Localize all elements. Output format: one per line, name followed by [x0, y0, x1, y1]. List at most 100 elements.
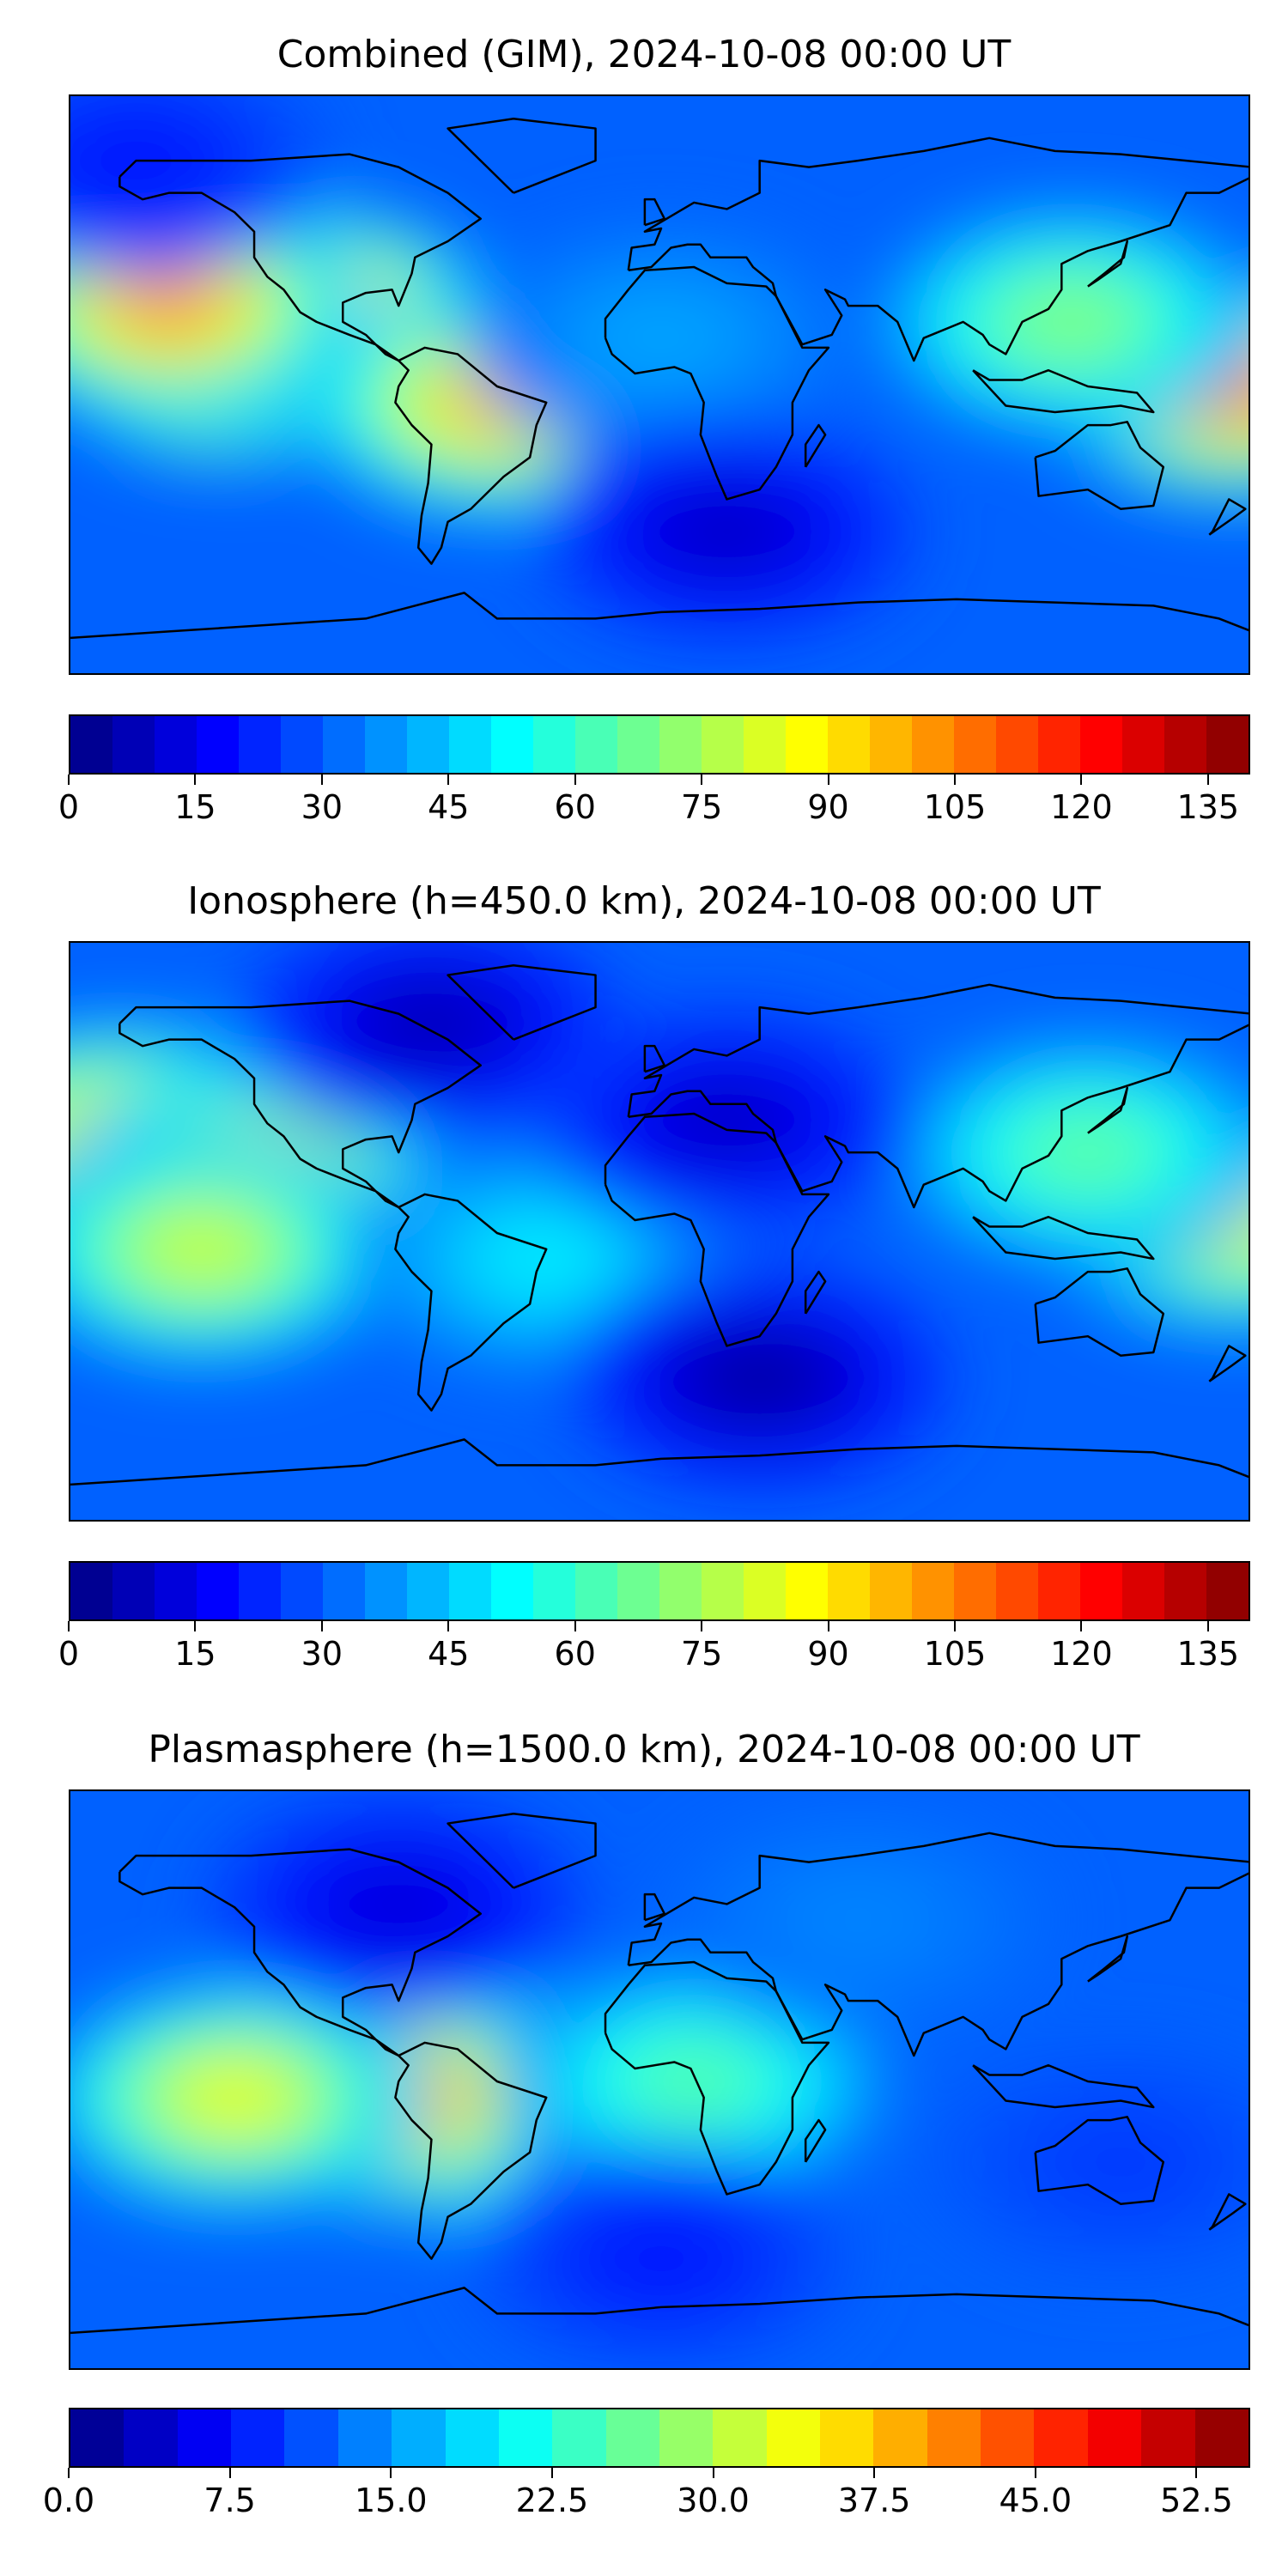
colorbar-segment [954, 1563, 996, 1619]
panel-3-map [69, 1789, 1250, 2370]
colorbar-tick [194, 775, 197, 785]
coastline [394, 346, 548, 565]
colorbar-segment [365, 1563, 407, 1619]
colorbar-tick [68, 1621, 70, 1631]
colorbar-tick-label: 7.5 [204, 2482, 256, 2519]
colorbar-segment [1080, 716, 1122, 773]
colorbar-segment [1206, 716, 1249, 773]
field-feature [796, 1882, 920, 1958]
colorbar-segment [197, 1563, 239, 1619]
colorbar-tick [447, 775, 450, 785]
coastline [604, 1960, 830, 2196]
colorbar-tick [1080, 1621, 1083, 1631]
coastline [447, 964, 597, 1041]
colorbar-segment [365, 716, 407, 773]
colorbar-tick-label: 90 [807, 788, 849, 826]
colorbar-tick [827, 1621, 829, 1631]
field-feature [599, 2221, 723, 2296]
colorbar-segment [1164, 716, 1206, 773]
coastline [447, 1813, 597, 1889]
colorbar-segment [605, 2409, 659, 2466]
colorbar-tick [194, 1621, 197, 1631]
colorbar-segment [552, 2409, 606, 2466]
colorbar-tick-label: 37.5 [837, 2482, 911, 2519]
colorbar-tick [574, 1621, 576, 1631]
field-feature [140, 1212, 264, 1287]
field-feature [665, 494, 789, 569]
field-feature [1059, 2124, 1182, 2200]
colorbar-tick-label: 52.5 [1160, 2482, 1233, 2519]
colorbar-segment [239, 716, 281, 773]
colorbar-tick [228, 2468, 231, 2478]
colorbar-tick [68, 2468, 70, 2478]
panel-2-field [70, 943, 1249, 1520]
field-features [70, 943, 1249, 1494]
field-feature [337, 1867, 460, 1941]
colorbar-tick [574, 775, 576, 785]
panel-3-colorbar [69, 2408, 1250, 2468]
field-feature [632, 2044, 756, 2119]
colorbar-segment [766, 2409, 821, 2466]
colorbar-segment [786, 716, 828, 773]
coastline [394, 1193, 548, 1412]
colorbar-segment [870, 716, 912, 773]
field-features [70, 1791, 1249, 2368]
colorbar-segment [828, 716, 870, 773]
colorbar-tick-label: 45.0 [999, 2482, 1072, 2519]
colorbar-segment [197, 716, 239, 773]
colorbar-tick [1206, 775, 1209, 785]
colorbar-segment [575, 1563, 617, 1619]
field-feature [599, 301, 723, 375]
colorbar-segment [449, 1563, 491, 1619]
colorbar-segment [533, 1563, 575, 1619]
colorbar-tick [390, 2468, 392, 2478]
panel-2-map [69, 941, 1250, 1522]
colorbar-tick [447, 1621, 450, 1631]
panel-1-colorbar [69, 714, 1250, 775]
coastline [804, 2118, 827, 2163]
colorbar-segment [912, 1563, 954, 1619]
field-feature [173, 2060, 296, 2136]
coastline [643, 1044, 666, 1073]
colorbar-segment [177, 2409, 232, 2466]
field-feature [369, 986, 494, 1061]
colorbar-segment [713, 2409, 767, 2466]
colorbar-tick-label: 60 [554, 1635, 596, 1673]
field-feature [1026, 1115, 1150, 1190]
coastline [804, 1270, 827, 1315]
field-feature [107, 268, 231, 343]
field-features [70, 96, 1249, 647]
colorbar-tick-label: 90 [807, 1635, 849, 1673]
coastline [1087, 1086, 1129, 1134]
colorbar-segment [407, 1563, 449, 1619]
coastline [70, 592, 1249, 640]
coastline [643, 197, 666, 227]
colorbar-segment [337, 2409, 392, 2466]
colorbar-tick [320, 1621, 323, 1631]
colorbar-tick [68, 775, 70, 785]
colorbar-tick [954, 775, 956, 785]
colorbar-segment [820, 2409, 874, 2466]
colorbar-segment [617, 716, 659, 773]
coastline [972, 1215, 1155, 1261]
coastline [1034, 2116, 1165, 2205]
coastline [394, 2041, 548, 2260]
colorbar-segment [927, 2409, 981, 2466]
coastline [118, 999, 483, 1209]
coastline [1034, 421, 1165, 510]
panel-3-colorbar-ticks: 0.0 7.5 15.0 22.5 30.0 37.5 45.0 52.5 [43, 2468, 1250, 2519]
colorbar-segment [996, 716, 1038, 773]
colorbar-segment [1080, 1563, 1122, 1619]
colorbar-segment [575, 716, 617, 773]
colorbar-segment [617, 1563, 659, 1619]
colorbar-segment [1038, 716, 1080, 773]
colorbar-tick-label: 135 [1176, 1635, 1240, 1673]
panel-1-map [69, 94, 1250, 675]
colorbar-tick-label: 120 [1050, 788, 1113, 826]
field-feature [698, 1340, 822, 1416]
colorbar-tick [320, 775, 323, 785]
colorbar-tick-label: 105 [923, 1635, 987, 1673]
colorbar-tick [550, 2468, 553, 2478]
colorbar-tick [873, 2468, 876, 2478]
colorbar-segment [786, 1563, 828, 1619]
